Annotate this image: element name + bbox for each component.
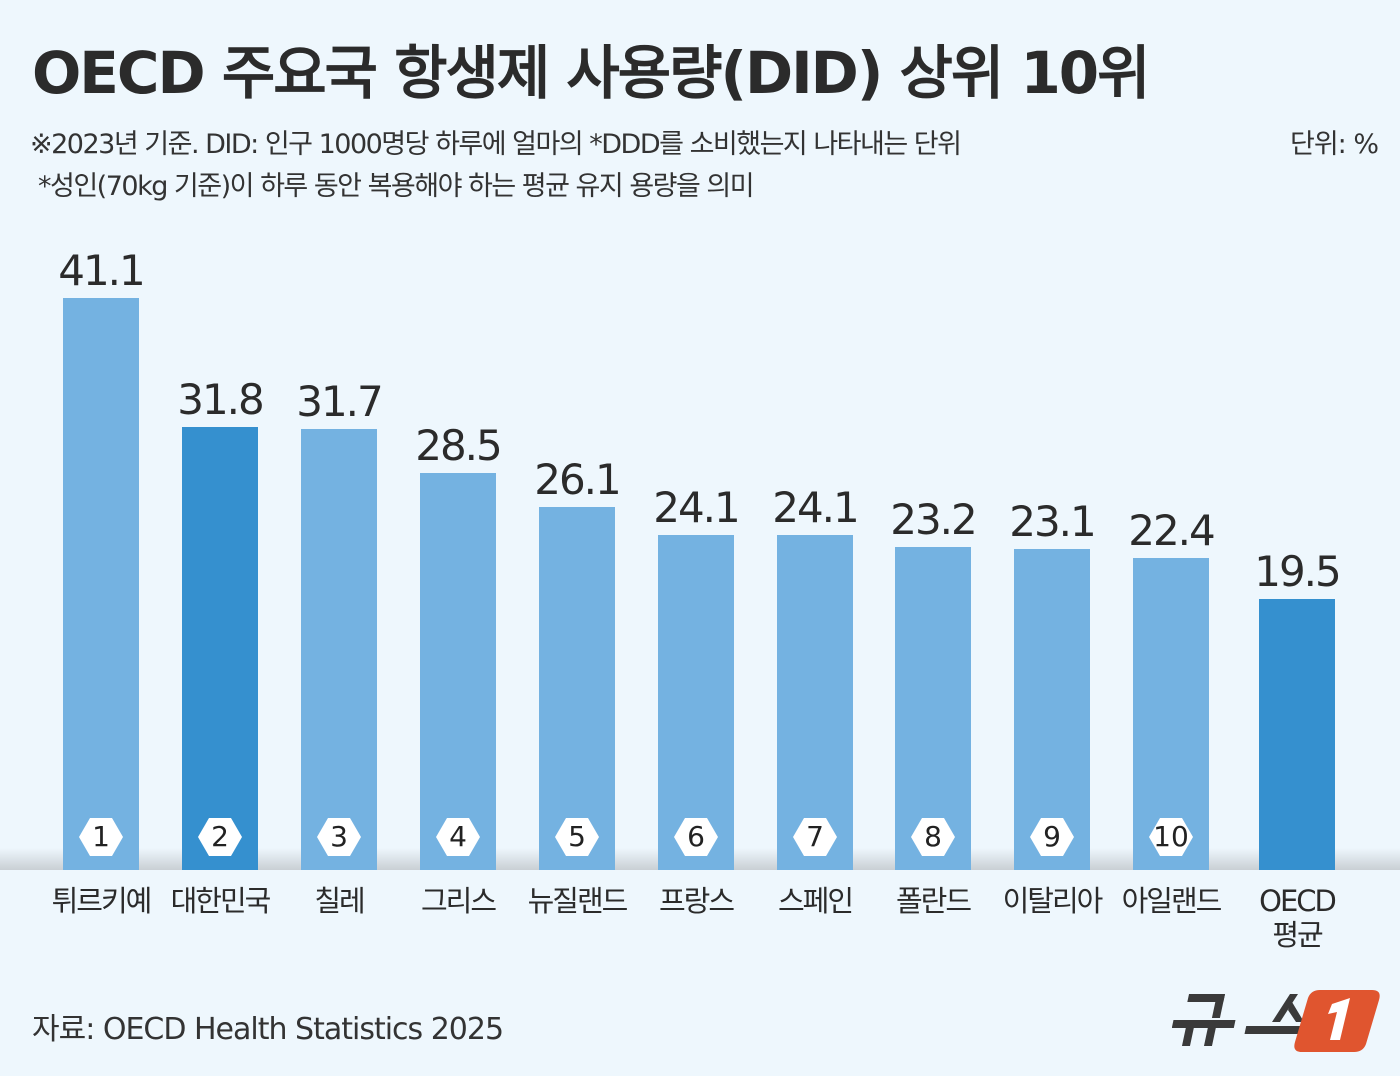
bar: [1259, 598, 1335, 870]
bar: [539, 506, 615, 870]
category-label: OECD 평균: [1259, 884, 1337, 952]
note-line-2: *성인(70kg 기준)이 하루 동안 복용해야 하는 평균 유지 용량을 의미: [38, 171, 755, 202]
category-label: 스페인: [777, 884, 854, 918]
value-label: 31.7: [296, 376, 384, 426]
value-label: 24.1: [653, 482, 741, 532]
value-label: 23.1: [1009, 496, 1097, 546]
value-label: 41.1: [58, 246, 146, 295]
bar: [895, 547, 971, 870]
news1-logo: [1171, 980, 1382, 1064]
category-label: 이탈리아: [1002, 884, 1104, 918]
category-label: 칠레: [314, 884, 365, 918]
bar: [182, 427, 258, 870]
bar: [1014, 548, 1090, 870]
value-label: 26.1: [534, 454, 622, 504]
category-label: 튀르키예: [51, 884, 153, 918]
note-line-1: ※2023년 기준. DID: 인구 1000명당 하루에 얼마의 *DDD를 …: [30, 129, 962, 160]
value-label: 24.1: [772, 482, 860, 532]
rank-badge: 10: [1149, 818, 1193, 856]
value-label: 22.4: [1128, 506, 1216, 556]
value-label: 23.2: [890, 495, 978, 545]
category-label: 그리스: [420, 884, 497, 918]
bar: [301, 428, 377, 870]
bar: [63, 298, 139, 870]
rank-badge: 9: [1030, 818, 1074, 856]
category-label: 뉴질랜드: [527, 884, 629, 918]
value-label: 28.5: [415, 421, 503, 471]
chart-title: OECD 주요국 항생제 사용량(DID) 상위 10위: [32, 39, 1151, 107]
category-label: 폴란드: [895, 884, 972, 918]
bar: [658, 534, 734, 870]
bar: [777, 534, 853, 870]
bar: [420, 473, 496, 870]
value-label: 19.5: [1254, 546, 1342, 596]
value-label: 31.8: [177, 375, 265, 425]
source-label: 자료: OECD Health Statistics 2025: [32, 1012, 504, 1047]
category-label: 아일랜드: [1121, 884, 1223, 918]
category-label: 대한민국: [170, 884, 272, 918]
unit-label: 단위: %: [1289, 129, 1379, 160]
category-label: 프랑스: [658, 884, 735, 918]
